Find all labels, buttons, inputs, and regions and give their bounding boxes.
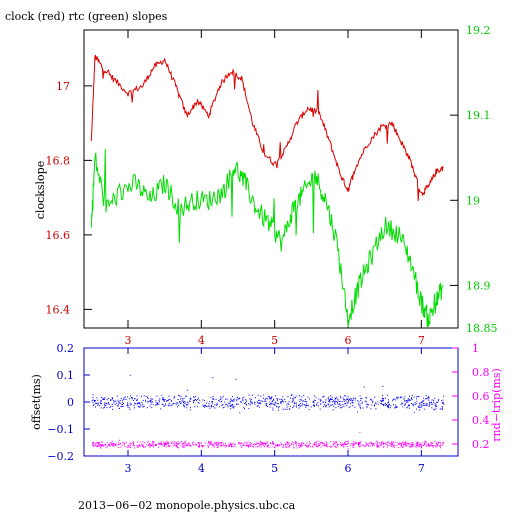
bottom-panel: 3 4 5 6 7 −0.2 −0.1 0 0.1 0.2 0.2 0.4 0.6 0.8 1 offs… [30,342,503,475]
top-panel: 3 4 5 6 7 16.4 16.6 16.8 17 18.85 18.9 19 19.1 19.2… [34,24,498,347]
bottom-x-tick-label: 3 [125,462,132,475]
top-x-tick-label: 6 [345,334,352,347]
top-plot-frame [83,29,459,329]
top-left-y-tick-label: 16.6 [46,229,71,242]
bottom-right-y-tick-label: 0.8 [472,366,490,379]
bottom-left-y-tick-label: 0.1 [57,369,75,382]
top-x-tick-label: 3 [125,334,132,347]
top-series-line-1 [90,148,444,329]
bottom-right-ylabel: rnd−trip(ms) [490,368,503,442]
bottom-plot-frame [83,347,459,457]
top-left-y-tick-label: 16.8 [46,154,71,167]
bottom-right-y-tick-label: 1 [472,342,479,355]
top-series-line-0 [90,54,444,202]
bottom-right-y-tick-label: 0.6 [472,390,490,403]
top-left-y-tick-label: 17 [56,80,70,93]
footer: 2013−06−02 monopole.physics.ubc.ca [78,499,296,512]
bottom-right-y-tick-label: 0.4 [472,414,490,427]
bottom-series-group [91,374,445,450]
bottom-series-points-1 [92,431,445,450]
bottom-right-y-ticks: 0.2 0.4 0.6 0.8 1 [452,342,490,451]
bottom-x-tick-label: 6 [345,462,352,475]
top-right-y-tick-label: 19.2 [466,24,491,37]
top-right-y-tick-label: 18.9 [466,279,491,292]
top-right-y-ticks: 18.85 18.9 19 19.1 19.2 [450,24,498,335]
bottom-x-tick-label: 7 [418,462,425,475]
top-x-tick-label: 4 [198,334,205,347]
bottom-x-ticks: 3 4 5 6 7 [125,348,425,475]
bottom-left-y-tick-label: −0.2 [47,450,74,463]
top-right-y-tick-label: 19 [466,194,480,207]
top-x-tick-label: 7 [418,334,425,347]
chart-title: clock (red) rtc (green) slopes [5,10,168,23]
top-ylabel: clockslope [34,161,47,219]
bottom-left-y-ticks: −0.2 −0.1 0 0.1 0.2 [47,342,90,463]
top-left-y-tick-label: 16.4 [46,303,71,316]
bottom-x-tick-label: 4 [198,462,205,475]
bottom-left-y-tick-label: 0 [67,396,74,409]
top-x-tick-label: 5 [271,334,278,347]
bottom-left-y-tick-label: 0.2 [57,342,75,355]
bottom-right-y-tick-label: 0.2 [472,438,490,451]
bottom-left-y-tick-label: −0.1 [47,423,74,436]
top-x-ticks: 3 4 5 6 7 [125,30,425,347]
top-right-y-tick-label: 19.1 [466,109,491,122]
bottom-series-points-0 [91,374,445,414]
bottom-x-tick-label: 5 [271,462,278,475]
top-right-y-tick-label: 18.85 [466,322,498,335]
top-left-y-ticks: 16.4 16.6 16.8 17 [46,80,92,316]
bottom-left-ylabel: offset(ms) [30,374,43,430]
top-series-group [90,54,444,329]
